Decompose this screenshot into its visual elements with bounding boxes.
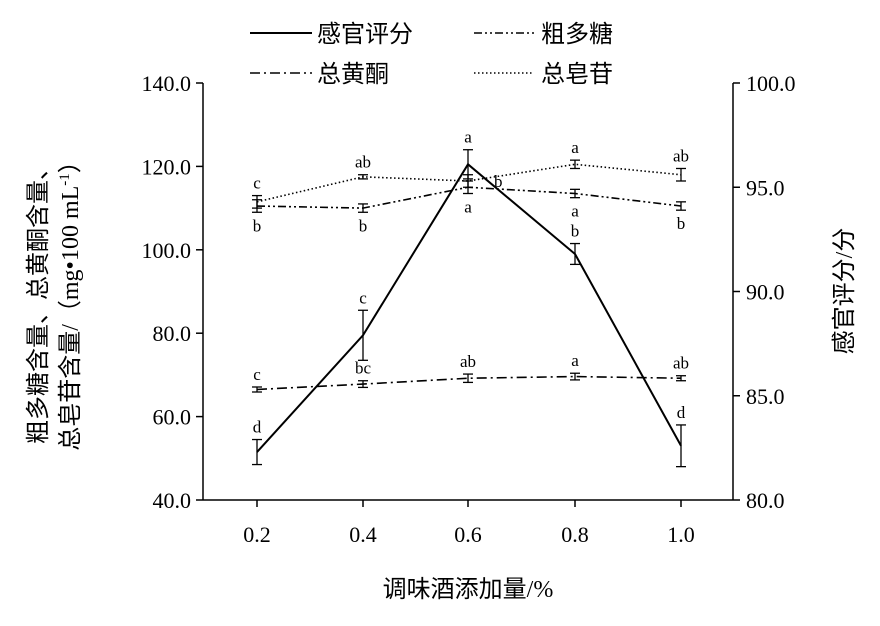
left-tick-label-1: 40.0 [153,488,192,513]
right-tick-label-2: 85.0 [746,384,785,409]
left-axis-title: 粗多糖含量、总黄酮含量、 总皂苷含量/（mg•100 mL-1） [25,149,84,451]
series-4-sig-label-2: ab [355,153,371,172]
right-tick-label-1: 80.0 [746,488,785,513]
series-4-errorbar-1 [252,194,262,209]
series-4-errorbar-2 [358,174,368,180]
x-tick-label-3: 0.6 [454,522,482,547]
series-2-errorbar-5 [676,201,686,211]
series-4-sig-label-4: a [571,138,579,157]
right-axis-ticks: 80.0 85.0 90.0 95.0 100.0 [733,71,796,513]
series-2-sig-label-1: b [253,216,262,235]
series-1-sig-label-4: b [571,222,580,241]
legend: 感官评分 粗多糖 总黄酮 总皂苷 [250,21,613,88]
series-3: c bc ab a ab [252,351,689,393]
series-4-errorbar-5 [676,167,686,182]
legend-label-1: 感官评分 [317,21,413,48]
series-1-sig-label-3: a [464,128,472,147]
left-axis-ticks: 40.0 60.0 80.0 100.0 120.0 140.0 [142,71,203,513]
x-tick-label-1: 0.2 [243,522,271,547]
series-1-sig-label-1: d [253,418,262,437]
series-3-sig-label-5: ab [673,354,689,373]
left-tick-label-6: 140.0 [142,71,192,96]
right-axis-title: 感官评分/分 [831,228,858,355]
series-4-errorbar-3 [463,174,473,188]
series-3-errorbar-4 [570,372,580,381]
series-3-errorbar-5 [676,375,686,382]
series-2: b ba ab [252,180,686,235]
x-tick-label-5: 1.0 [667,522,695,547]
series-4-sig-label-1: c [253,174,261,193]
series-2-sig-label-3: a [464,198,472,217]
left-axis-title-unit: 总皂苷含量/（mg•100 mL [57,186,84,451]
series-1-errorbar-5 [676,424,686,468]
series-1-errorbar-1 [252,438,262,466]
series-4-sig-label-3: b [494,172,503,191]
left-axis-title-line-2: 总皂苷含量/（mg•100 mL-1） [57,149,84,451]
series-1-errorbar-2 [358,309,368,361]
legend-item-1: 感官评分 [250,21,413,48]
right-tick-label-5: 100.0 [746,71,796,96]
legend-item-2: 粗多糖 [474,21,613,48]
left-tick-label-3: 80.0 [153,321,192,346]
series-1-errorbar-4 [570,242,580,266]
series-4-line [256,163,682,203]
series-4: c ab b a ab [252,138,689,209]
series-3-sig-label-3: ab [460,352,476,371]
legend-item-4: 总皂苷 [474,61,613,88]
series-3-errorbar-3 [463,373,473,384]
x-axis-title: 调味酒添加量/% [383,576,554,603]
left-tick-label-5: 120.0 [142,154,192,179]
series-3-errorbar-1 [252,386,262,393]
series-4-sig-label-5: ab [673,146,689,165]
series-4-errorbar-4 [570,159,580,170]
right-tick-label-4: 95.0 [746,175,785,200]
x-axis-ticks: 0.2 0.4 0.6 0.8 1.0 [243,500,695,547]
left-axis-title-exponent: -1 [57,173,73,186]
legend-label-3: 总黄酮 [317,61,389,88]
x-tick-label-2: 0.4 [349,522,377,547]
legend-label-4: 总皂苷 [541,61,613,88]
series-3-sig-label-4: a [571,351,579,370]
series-1-sig-label-5: d [677,403,686,422]
left-tick-label-4: 100.0 [142,238,192,263]
series-3-sig-label-2: bc [355,359,372,378]
series-2-sig-label-5: b [677,214,686,233]
series-2-sig-label-2: b [359,216,368,235]
legend-item-3: 总黄酮 [250,61,389,88]
x-tick-label-4: 0.8 [561,522,589,547]
series-1-sig-label-2: c [359,288,367,307]
series-2-sig-label-4: a [571,202,579,221]
series-3-errorbar-2 [358,380,368,389]
left-axis-title-line-1: 粗多糖含量、总黄酮含量、 [25,156,52,444]
right-tick-label-3: 90.0 [746,280,785,305]
legend-label-2: 粗多糖 [541,21,613,48]
series-2-errorbar-4 [570,188,580,199]
left-axis-title-close: ） [58,149,84,173]
series-2-errorbar-2 [358,203,368,213]
series-3-sig-label-1: c [253,365,261,384]
left-tick-label-2: 60.0 [153,405,192,430]
